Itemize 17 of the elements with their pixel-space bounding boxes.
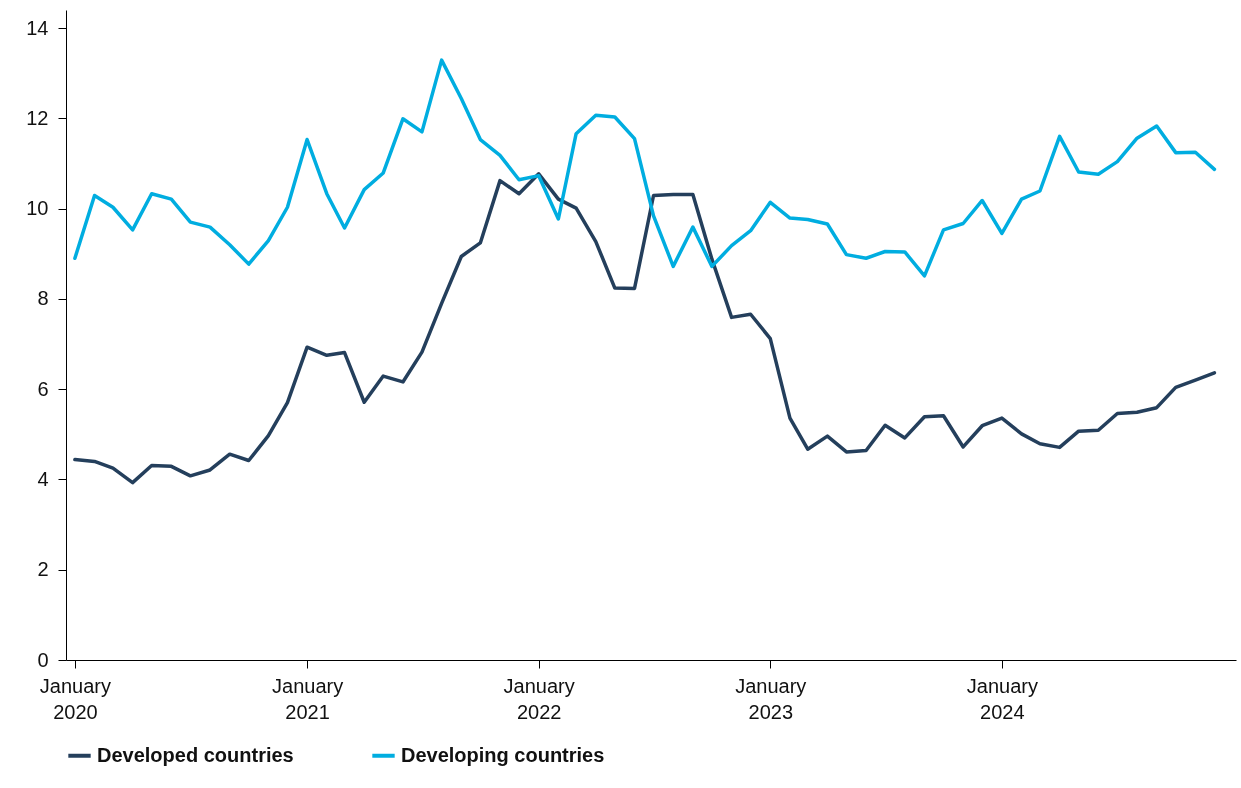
x-tick-label: January 2024: [966, 674, 1038, 723]
x-tick-label: January 2021: [272, 674, 344, 723]
y-tick-label: 10: [26, 197, 49, 220]
line-series: [73, 58, 1217, 278]
x-tick-label: January 2023: [735, 674, 807, 723]
x-tick-label: January 2020: [39, 674, 111, 723]
y-tick-label: 14: [26, 16, 49, 39]
legend-label: Developed countries: [97, 743, 294, 766]
y-tick-label: 2: [37, 558, 49, 581]
y-tick-label: 0: [37, 648, 49, 671]
y-tick-label: 4: [37, 467, 49, 490]
y-tick-label: 8: [37, 287, 49, 310]
x-tick-label: January 2022: [503, 674, 575, 723]
y-tick-label: 12: [26, 106, 49, 129]
legend-label: Developing countries: [401, 743, 605, 766]
y-tick-label: 6: [37, 377, 49, 400]
line-series: [73, 172, 1217, 485]
